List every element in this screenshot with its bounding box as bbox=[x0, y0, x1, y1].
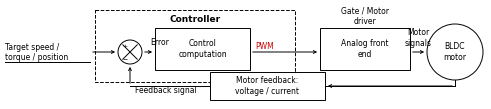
Text: Analog front
end: Analog front end bbox=[341, 39, 389, 59]
Bar bbox=[95, 10, 295, 82]
Text: Control
computation: Control computation bbox=[178, 39, 227, 59]
Text: Gate / Motor
driver: Gate / Motor driver bbox=[341, 6, 389, 26]
Text: PWM: PWM bbox=[255, 42, 274, 50]
Bar bbox=[210, 72, 325, 100]
Text: BLDC
motor: BLDC motor bbox=[443, 42, 466, 62]
Text: Target speed /: Target speed / bbox=[5, 43, 59, 51]
Circle shape bbox=[427, 24, 483, 80]
Circle shape bbox=[118, 40, 142, 64]
Text: −: − bbox=[122, 56, 127, 61]
Text: Feedback signal: Feedback signal bbox=[135, 85, 197, 95]
Text: Motor feedback:
voltage / current: Motor feedback: voltage / current bbox=[236, 76, 300, 96]
Bar bbox=[320, 28, 410, 70]
Text: Error: Error bbox=[150, 37, 169, 47]
Bar bbox=[155, 28, 250, 70]
Text: torque / position: torque / position bbox=[5, 53, 68, 61]
Text: +: + bbox=[122, 43, 127, 49]
Text: Controller: Controller bbox=[169, 15, 220, 25]
Text: Motor
signals: Motor signals bbox=[405, 28, 432, 48]
Text: KITA: KITA bbox=[212, 37, 298, 67]
